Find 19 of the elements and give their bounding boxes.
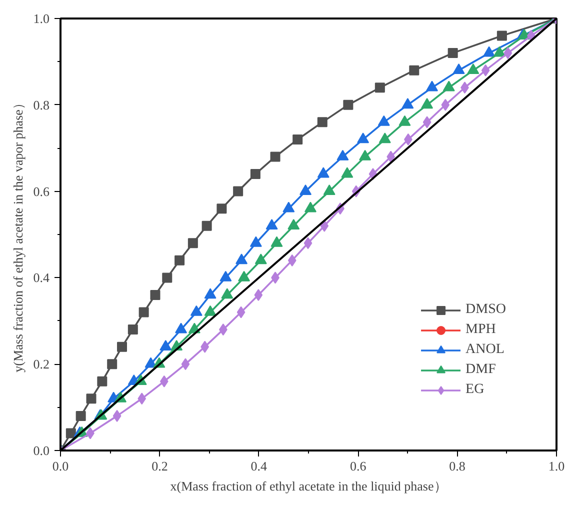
- x-tick-label: 0.6: [350, 458, 367, 474]
- x-tick-label: 1.0: [548, 458, 565, 474]
- x-tick-label: 0.4: [250, 458, 268, 474]
- y-tick-label: 0.4: [33, 270, 50, 286]
- legend-label: ANOL: [466, 342, 504, 358]
- y-tick-label: 0.0: [33, 443, 50, 458]
- y-tick-label: 1.0: [33, 11, 50, 26]
- y-axis-title: y(Mass fraction of ethyl acetate in the vapor phase）: [10, 96, 26, 372]
- x-tick-label: 0.8: [449, 458, 466, 474]
- legend-label: EG: [466, 382, 486, 398]
- y-tick-label: 0.6: [33, 184, 50, 199]
- x-tick-label: 0.0: [52, 458, 69, 474]
- legend-label: MPH: [466, 322, 496, 338]
- x-tick-label: 0.2: [152, 458, 168, 474]
- x-axis-title: x(Mass fraction of ethyl acetate in the liquid phase）: [170, 478, 447, 494]
- y-tick-label: 0.8: [33, 97, 50, 112]
- legend-label: DMSO: [466, 302, 506, 318]
- legend-label: DMF: [466, 362, 496, 378]
- y-tick-label: 0.2: [33, 356, 50, 372]
